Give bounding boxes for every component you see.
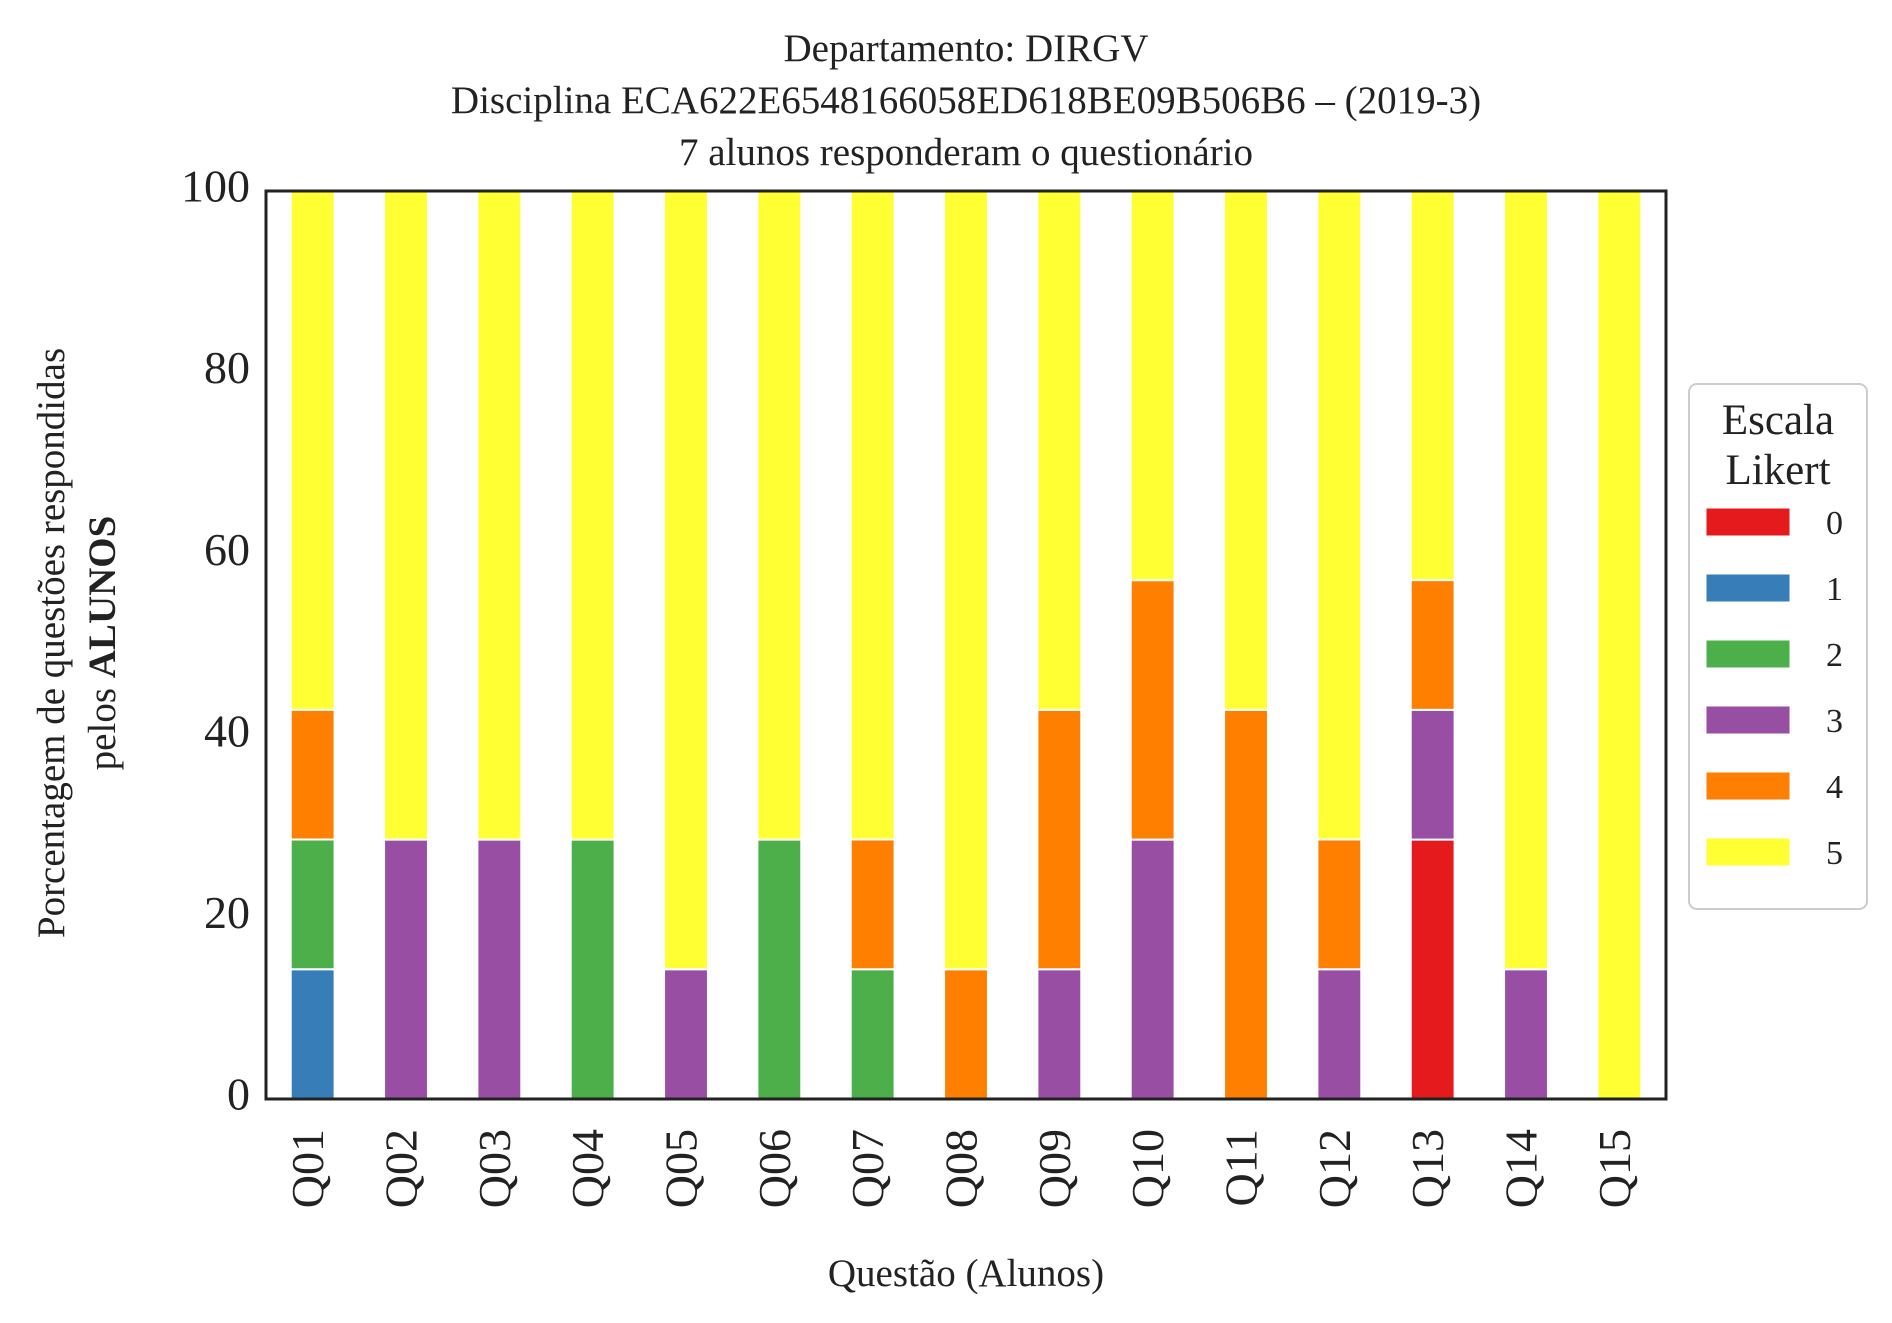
legend-items: 0 1 2 3 4 5 <box>1705 505 1843 872</box>
y-axis-label-bold: ALUNOS <box>81 516 124 679</box>
bar-q09-likert-3 <box>1036 968 1083 1100</box>
legend-label-5: 5 <box>1826 835 1843 872</box>
bar-q05-likert-3 <box>663 968 709 1100</box>
bar-q10-likert-4 <box>1129 579 1176 841</box>
x-tick-label-q01: Q01 <box>282 1129 333 1208</box>
bar-q06-likert-5 <box>756 190 803 841</box>
bar-q04-likert-2 <box>569 838 616 1101</box>
legend-label-2: 2 <box>1826 637 1843 674</box>
bar-q07-likert-5 <box>849 189 896 841</box>
x-tick-label-q03: Q03 <box>469 1129 520 1208</box>
bar-q05-likert-5 <box>663 190 709 971</box>
y-tick-label: 100 <box>181 161 250 212</box>
y-tick-label: 0 <box>227 1069 250 1120</box>
bar-q11-likert-4 <box>1223 708 1269 1101</box>
legend-label-3: 3 <box>1826 703 1843 740</box>
x-tick-label-q13: Q13 <box>1402 1129 1453 1208</box>
legend-swatch-4 <box>1705 771 1791 801</box>
y-tick-label: 60 <box>204 524 250 575</box>
bar-q02-likert-5 <box>383 190 429 841</box>
x-tick-label-q09: Q09 <box>1029 1129 1080 1208</box>
x-tick-label-q06: Q06 <box>749 1129 800 1208</box>
legend-swatch-3 <box>1705 705 1791 735</box>
bar-q14-likert-3 <box>1503 968 1549 1100</box>
bar-q09-likert-5 <box>1036 190 1083 711</box>
legend-label-0: 0 <box>1826 505 1843 542</box>
bar-q12-likert-5 <box>1316 189 1363 841</box>
x-tick-label-q07: Q07 <box>842 1129 893 1208</box>
x-tick-label-q11: Q11 <box>1216 1129 1267 1207</box>
bar-q14-likert-5 <box>1503 190 1549 971</box>
bar-q01-likert-4 <box>289 708 336 841</box>
bar-q01-likert-5 <box>289 189 336 711</box>
x-tick-label-q02: Q02 <box>376 1129 427 1208</box>
y-tick-label: 80 <box>204 342 250 393</box>
legend-label-1: 1 <box>1826 571 1843 608</box>
x-tick-label-q10: Q10 <box>1122 1129 1173 1208</box>
y-ticks-group: 0 20 40 60 80 100 <box>181 161 250 1120</box>
bar-q04-likert-5 <box>569 190 616 841</box>
legend-swatch-5 <box>1705 837 1791 867</box>
bar-q15-likert-5 <box>1596 190 1643 1100</box>
x-tick-label-q08: Q08 <box>936 1129 987 1208</box>
legend-swatch-0 <box>1705 507 1791 537</box>
bar-q13-likert-0 <box>1409 838 1456 1101</box>
bar-q09-likert-4 <box>1036 708 1083 971</box>
plot-frame <box>264 189 1668 1101</box>
y-tick-label: 40 <box>204 705 250 756</box>
x-ticks-group: Q01 Q02 Q03 Q04 Q05 Q06 Q07 Q08 Q09 Q10 Q11 Q12 Q13 Q… <box>282 1129 1640 1208</box>
x-axis-label: Questão (Alunos) <box>828 1252 1104 1295</box>
bar-q13-likert-5 <box>1409 189 1456 582</box>
bar-q08-likert-5 <box>943 190 989 971</box>
x-tick-label-q15: Q15 <box>1589 1129 1640 1208</box>
bar-q12-likert-4 <box>1316 838 1363 971</box>
bar-q07-likert-2 <box>849 968 896 1100</box>
bar-q10-likert-5 <box>1129 190 1176 582</box>
bar-q12-likert-3 <box>1316 968 1363 1100</box>
bar-q01-likert-1 <box>289 968 336 1100</box>
y-axis-label-line-1: Porcentagem de questões respondidas <box>30 348 73 938</box>
legend-swatch-2 <box>1705 639 1791 669</box>
x-tick-label-q04: Q04 <box>562 1129 613 1208</box>
bar-q13-likert-4 <box>1409 579 1456 711</box>
bar-q03-likert-3 <box>476 838 523 1101</box>
bar-q01-likert-2 <box>289 838 336 971</box>
y-tick-label: 20 <box>204 887 250 938</box>
bar-q10-likert-3 <box>1129 838 1176 1101</box>
bar-q08-likert-4 <box>943 968 989 1100</box>
legend: Escala Likert 0 1 2 3 4 5 <box>1688 383 1868 910</box>
bar-q02-likert-3 <box>383 838 429 1101</box>
x-tick-label-q12: Q12 <box>1309 1129 1360 1208</box>
legend-swatch-1 <box>1705 573 1791 603</box>
legend-label-4: 4 <box>1826 769 1843 806</box>
x-tick-label-q14: Q14 <box>1496 1129 1547 1208</box>
legend-title-line-2: Likert <box>1725 447 1830 494</box>
bar-q06-likert-2 <box>756 838 803 1101</box>
bar-q03-likert-5 <box>476 190 523 841</box>
chart-title-line-2: Disciplina ECA622E6548166058ED618BE09B50… <box>451 79 1481 122</box>
chart-title-line-1: Departamento: DIRGV <box>784 27 1149 70</box>
bar-q13-likert-3 <box>1409 708 1456 841</box>
x-tick-label-q05: Q05 <box>656 1129 707 1208</box>
y-axis-label-line-2: pelos ALUNOS <box>81 516 124 771</box>
y-axis-label-prefix: pelos <box>81 678 124 770</box>
bar-q07-likert-4 <box>849 838 896 971</box>
legend-title-line-1: Escala <box>1722 397 1834 444</box>
bar-q11-likert-5 <box>1223 190 1269 711</box>
bars-group <box>289 189 1643 1101</box>
chart-title-line-3: 7 alunos responderam o questionário <box>679 131 1253 174</box>
